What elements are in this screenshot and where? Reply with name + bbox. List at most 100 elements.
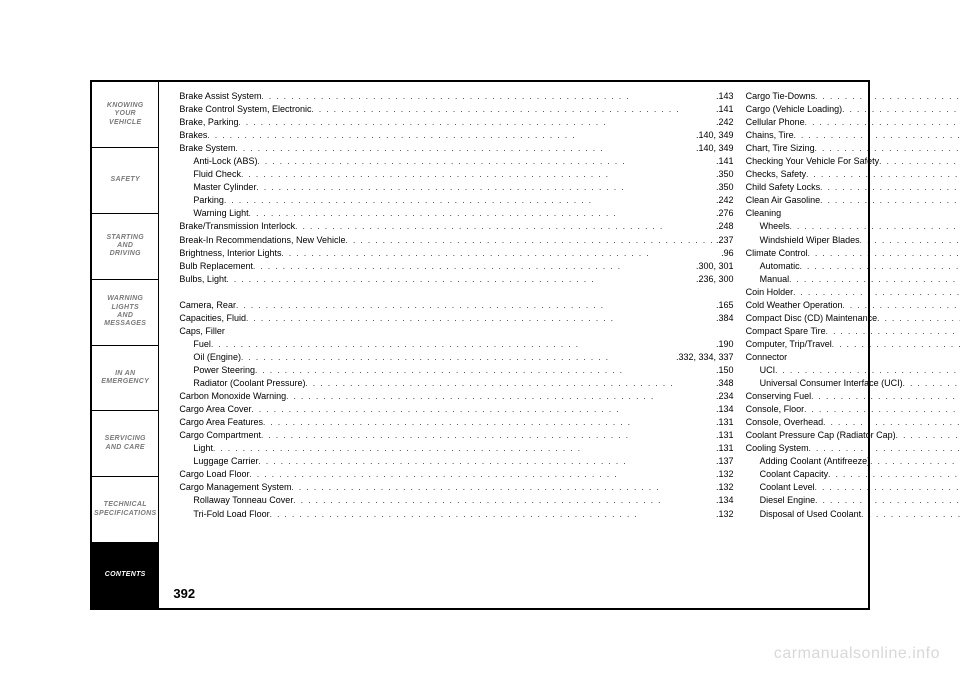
index-entry-leader — [261, 430, 714, 442]
index-entry-page: .300, 301 — [694, 260, 734, 273]
index-entry-page: .131 — [714, 442, 734, 455]
index-entry-label: Clean Air Gasoline — [746, 194, 821, 207]
tab-servicing[interactable]: SERVICINGAND CARE — [92, 411, 158, 477]
tab-contents[interactable]: CONTENTS — [92, 543, 158, 608]
index-entry: Caps, Filler — [179, 325, 733, 338]
tab-emergency[interactable]: IN ANEMERGENCY — [92, 346, 158, 412]
tab-starting-driving[interactable]: STARTINGANDDRIVING — [92, 214, 158, 280]
index-entry-leader — [235, 143, 694, 155]
index-entry-leader — [270, 509, 714, 521]
index-entry-page: .131 — [714, 416, 734, 429]
index-entry-leader — [805, 117, 960, 129]
index-entry-leader — [832, 339, 960, 351]
index-entry-leader — [241, 169, 714, 181]
index-entry-leader — [238, 117, 714, 129]
tab-tech-specs[interactable]: TECHNICALSPECIFICATIONS — [92, 477, 158, 543]
index-entry: Tri-Fold Load Floor.132 — [179, 508, 733, 521]
index-entry-label: Brake/Transmission Interlock — [179, 220, 295, 233]
index-entry: Anti-Lock (ABS).141 — [179, 155, 733, 168]
index-entry: Rollaway Tonneau Cover.134 — [179, 494, 733, 507]
index-entry-label: Brake, Parking — [179, 116, 238, 129]
tab-safety[interactable]: SAFETY — [92, 148, 158, 214]
section-tabs-sidebar: KNOWINGYOURVEHICLE SAFETY STARTINGANDDRI… — [92, 82, 159, 608]
index-entry: Console, Overhead.105 — [746, 416, 960, 429]
index-entry: Brake, Parking .242 — [179, 116, 733, 129]
index-entry-label: Power Steering — [193, 364, 255, 377]
index-entry-leader — [800, 261, 960, 273]
index-entry-leader — [258, 456, 714, 468]
index-entry-page: .137 — [714, 455, 734, 468]
index-entry-leader — [263, 417, 714, 429]
index-entry-leader — [820, 182, 960, 194]
index-entry-label: Compact Disc (CD) Maintenance — [746, 312, 878, 325]
index-entry-leader — [293, 495, 714, 507]
index-entry: Chains, Tire.378 — [746, 129, 960, 142]
index-entry: UCI.189 — [746, 364, 960, 377]
index-entry-page: .242 — [714, 116, 734, 129]
index-entry-leader — [224, 195, 714, 207]
index-entry-page: .348 — [714, 377, 734, 390]
index-entry-label: Connector — [746, 351, 788, 364]
index-entry: Console, Floor.108 — [746, 403, 960, 416]
index-content: Brake Assist System.143Brake Control Sys… — [159, 82, 960, 608]
index-entry-page: .236, 300 — [694, 273, 734, 286]
index-entry: Compact Disc (CD) Maintenance.189 — [746, 312, 960, 325]
index-entry-leader — [870, 456, 960, 468]
index-entry-label: Manual — [760, 273, 790, 286]
index-entry-leader — [291, 482, 714, 494]
index-entry-page: .143 — [714, 90, 734, 103]
index-entry-label: Bulb Replacement — [179, 260, 253, 273]
index-entry-label: Bulbs, Light — [179, 273, 226, 286]
index-entry-leader — [877, 313, 960, 325]
index-entry: Chart, Tire Sizing.362 — [746, 142, 960, 155]
index-entry: Warning Light.276 — [179, 207, 733, 220]
index-entry: Brake System.140, 349 — [179, 142, 733, 155]
index-entry-leader — [249, 208, 714, 220]
index-entry-label: Luggage Carrier — [193, 455, 258, 468]
index-entry: Conserving Fuel.29 — [746, 390, 960, 403]
index-entry-page: .350 — [714, 181, 734, 194]
index-entry: Diesel Engine.345 — [746, 494, 960, 507]
index-entry-label: Cargo Area Cover — [179, 403, 251, 416]
index-entry-leader — [896, 430, 960, 442]
index-entry-leader — [295, 221, 714, 233]
index-entry: Child Safety Locks.121 — [746, 181, 960, 194]
index-entry-label: Light — [193, 442, 213, 455]
index-entry — [179, 286, 733, 299]
index-entry: Master Cylinder.350 — [179, 181, 733, 194]
index-entry-label: Console, Floor — [746, 403, 805, 416]
index-entry-label: Cargo Load Floor — [179, 468, 249, 481]
index-entry-label: Parking — [193, 194, 224, 207]
index-entry-label: Cleaning — [746, 207, 782, 220]
index-entry-leader — [305, 378, 714, 390]
index-entry: Capacities, Fluid.384 — [179, 312, 733, 325]
index-entry-leader — [815, 143, 960, 155]
tab-knowing-vehicle[interactable]: KNOWINGYOURVEHICLE — [92, 82, 158, 148]
index-entry-label: Adding Coolant (Antifreeze) — [760, 455, 871, 468]
index-entry-leader — [903, 378, 960, 390]
index-entry: Power Steering .150 — [179, 364, 733, 377]
index-entry-leader — [793, 287, 960, 299]
index-entry-label: Chart, Tire Sizing — [746, 142, 815, 155]
index-entry-leader — [281, 248, 719, 260]
index-entry-leader — [860, 235, 960, 247]
index-entry-label: Brakes — [179, 129, 207, 142]
watermark-text: carmanualsonline.info — [774, 645, 940, 663]
index-entry-page: .150 — [714, 364, 734, 377]
index-entry-leader — [809, 443, 960, 455]
index-entry: Wheels.356 — [746, 220, 960, 233]
index-entry-label: Chains, Tire — [746, 129, 794, 142]
index-entry-label: Coolant Pressure Cap (Radiator Cap) — [746, 429, 896, 442]
index-entry-label: Caps, Filler — [179, 325, 225, 338]
index-entry-label: Oil (Engine) — [193, 351, 241, 364]
index-entry-label: Capacities, Fluid — [179, 312, 246, 325]
index-entry: Brake/Transmission Interlock.248 — [179, 220, 733, 233]
index-entry: Cellular Phone.190 — [746, 116, 960, 129]
index-entry-leader — [815, 495, 960, 507]
index-entry: Cleaning — [746, 207, 960, 220]
index-entry-label: Cellular Phone — [746, 116, 805, 129]
tab-warning-lights[interactable]: WARNINGLIGHTSANDMESSAGES — [92, 280, 158, 346]
index-entry: Brake Control System, Electronic.141 — [179, 103, 733, 116]
index-entry-leader — [286, 391, 714, 403]
index-entry-page: .131 — [714, 429, 734, 442]
